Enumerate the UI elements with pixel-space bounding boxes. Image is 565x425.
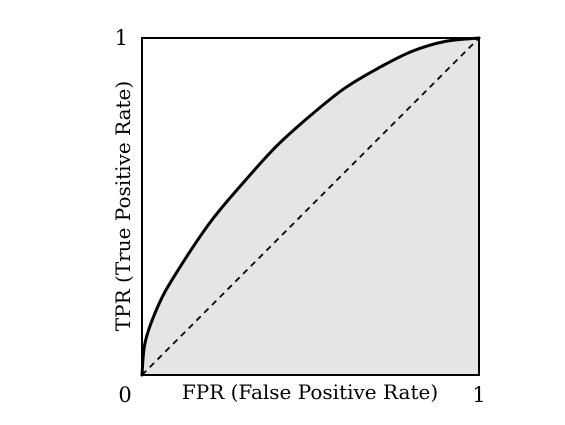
plot-frame: [141, 37, 480, 376]
x-axis-label: FPR (False Positive Rate): [182, 380, 438, 404]
y-axis-label: TPR (True Positive Rate): [111, 81, 135, 331]
y-tick-label-top: 1: [115, 26, 128, 50]
x-tick-label-end: 1: [472, 383, 485, 407]
roc-curve: [140, 36, 481, 377]
x-tick-label-origin: 0: [118, 383, 131, 407]
plot-area: [140, 36, 481, 377]
random-classifier-diagonal: [141, 37, 480, 376]
